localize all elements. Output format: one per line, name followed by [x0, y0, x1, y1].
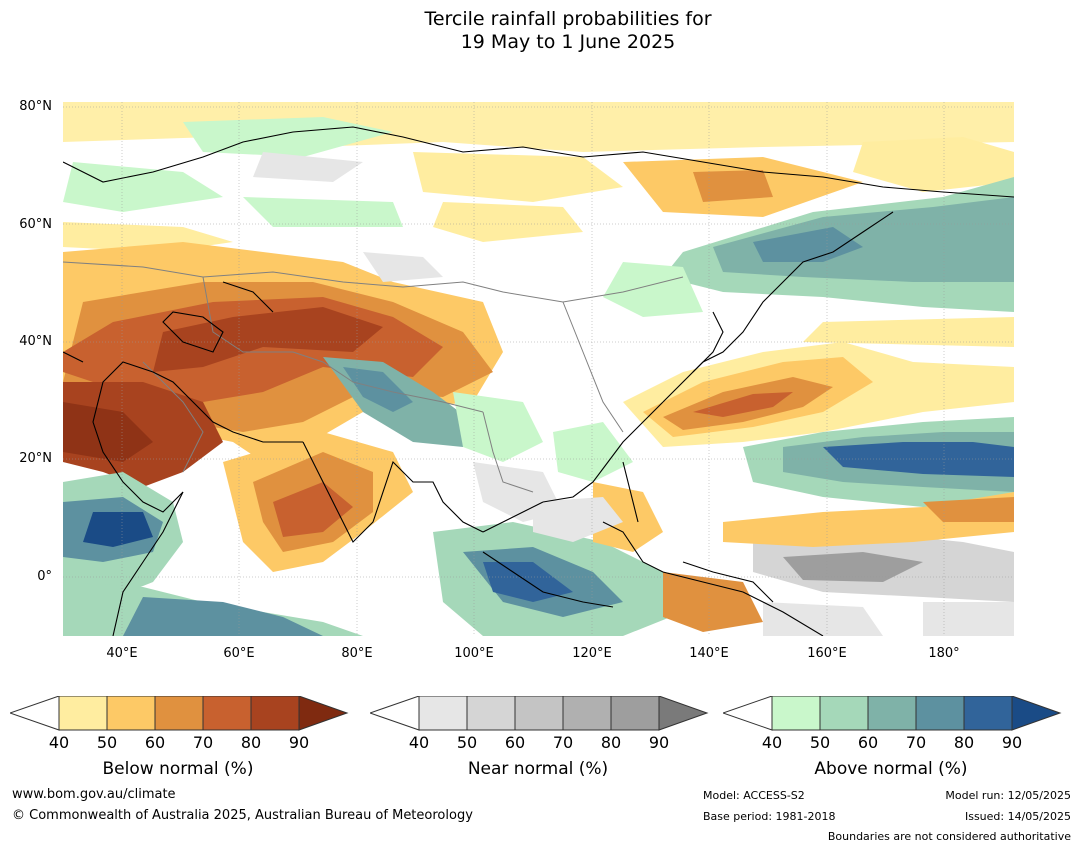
lat-label-80n: 80°N — [19, 99, 52, 114]
website-link[interactable]: www.bom.gov.au/climate — [12, 787, 176, 802]
colorbar-near-swatch — [418, 696, 468, 731]
title-line-1: Tercile rainfall probabilities for — [424, 8, 712, 30]
colorbar-above-swatch — [915, 696, 965, 731]
colorbar-above-swatch — [867, 696, 917, 731]
colorbar-near-swatch — [514, 696, 564, 731]
colorbar-below-swatch — [202, 696, 252, 731]
tick-label: 40 — [408, 733, 430, 752]
tick-label: 90 — [1001, 733, 1023, 752]
fill-north-siberia — [63, 102, 1014, 252]
graticule — [63, 102, 1014, 636]
lat-label-60n: 60°N — [19, 217, 52, 232]
fill-south-pacific-below — [723, 492, 1014, 547]
model-run-date: Model run: 12/05/2025 — [945, 789, 1071, 802]
tick-label: 60 — [504, 733, 526, 752]
colorbar-above-swatch — [819, 696, 869, 731]
issued-date: Issued: 14/05/2025 — [964, 810, 1071, 823]
coastlines — [63, 126, 1014, 636]
tick-label: 60 — [857, 733, 879, 752]
tick-label: 40 — [761, 733, 783, 752]
colorbar-above — [723, 696, 1062, 731]
colorbar-near-arrow-right — [658, 696, 709, 731]
fill-north-pacific-above — [603, 177, 1014, 347]
fill-near-normal — [363, 252, 1014, 636]
probability-map — [63, 102, 1014, 636]
colorbar-near-label: Near normal (%) — [467, 759, 609, 779]
tick-label: 80 — [600, 733, 622, 752]
tick-label: 50 — [809, 733, 831, 752]
colorbar-above-swatch — [963, 696, 1013, 731]
tick-label: 50 — [96, 733, 118, 752]
tick-label: 90 — [648, 733, 670, 752]
colorbar-below — [10, 696, 349, 731]
lon-label-80e: 80°E — [341, 646, 373, 661]
lon-label-180: 180° — [928, 646, 960, 661]
base-period: Base period: 1981-2018 — [703, 810, 836, 823]
colorbar-near-arrow-left — [370, 696, 420, 731]
map-svg — [63, 102, 1014, 636]
tick-label: 70 — [905, 733, 927, 752]
fill-tropical-pacific-above — [743, 417, 1014, 512]
fill-maritime-continent — [433, 482, 763, 636]
colorbar-below-swatch — [154, 696, 204, 731]
tick-label: 50 — [456, 733, 478, 752]
lat-label-equator: 0° — [37, 569, 52, 584]
fill-east-africa-above — [63, 472, 363, 636]
colorbar-above-label: Above normal (%) — [814, 759, 968, 779]
colorbar-below-arrow-right — [298, 696, 349, 731]
colorbar-above-arrow-left — [723, 696, 773, 731]
colorbar-near — [370, 696, 709, 731]
tick-label: 80 — [953, 733, 975, 752]
lon-label-160e: 160°E — [807, 646, 847, 661]
fill-west-pacific-below — [623, 342, 1014, 447]
lon-label-100e: 100°E — [454, 646, 494, 661]
colorbar-near-swatch — [466, 696, 516, 731]
lon-label-120e: 120°E — [572, 646, 612, 661]
colorbar-below-label: Below normal (%) — [102, 759, 254, 779]
colorbar-below-swatch — [58, 696, 108, 731]
tick-label: 40 — [48, 733, 70, 752]
lon-label-60e: 60°E — [223, 646, 255, 661]
boundaries-disclaimer: Boundaries are not considered authoritat… — [827, 830, 1071, 843]
tick-label: 60 — [144, 733, 166, 752]
lon-label-40e: 40°E — [106, 646, 138, 661]
tick-label: 70 — [192, 733, 214, 752]
lat-label-40n: 40°N — [19, 334, 52, 349]
colorbar-above-swatch — [771, 696, 821, 731]
colorbar-below-swatch — [106, 696, 156, 731]
colorbar-below-swatch — [250, 696, 300, 731]
country-borders — [63, 261, 684, 493]
tick-label: 70 — [552, 733, 574, 752]
lon-label-140e: 140°E — [689, 646, 729, 661]
tick-label: 80 — [240, 733, 262, 752]
model-name: Model: ACCESS-S2 — [703, 789, 805, 802]
lat-label-20n: 20°N — [19, 451, 52, 466]
colorbar-near-swatch — [610, 696, 660, 731]
colorbar-near-swatch — [562, 696, 612, 731]
colorbar-below-arrow-left — [10, 696, 60, 731]
chart-title: Tercile rainfall probabilities for 19 Ma… — [0, 8, 1081, 54]
title-line-2: 19 May to 1 June 2025 — [460, 31, 676, 53]
copyright-text: © Commonwealth of Australia 2025, Austra… — [12, 808, 473, 823]
colorbar-above-arrow-right — [1011, 696, 1062, 731]
tick-label: 90 — [288, 733, 310, 752]
